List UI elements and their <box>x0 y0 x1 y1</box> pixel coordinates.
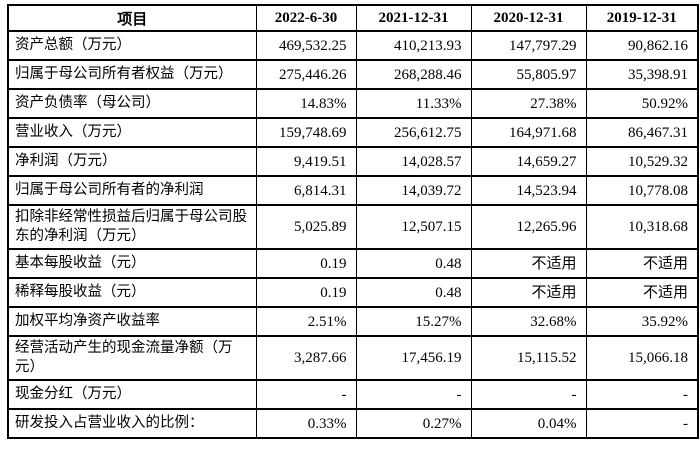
row-label: 归属于母公司所有者权益（万元） <box>7 59 257 90</box>
cell-value: 147,797.29 <box>470 30 587 61</box>
cell-value: 14.83% <box>255 88 357 119</box>
header-row: 项目 2022-6-30 2021-12-31 2020-12-31 2019-12-3… <box>7 4 699 32</box>
cell-value: 10,778.08 <box>585 175 699 206</box>
table-row: 资产负债率（母公司） 14.83% 11.33% 27.38% 50.92% <box>7 88 699 119</box>
row-label: 资产负债率（母公司） <box>7 88 257 119</box>
cell-value: 不适用 <box>585 277 699 308</box>
cell-value: 10,529.32 <box>585 146 699 177</box>
row-label: 现金分红（万元） <box>7 379 257 410</box>
table-row: 稀释每股收益（元） 0.19 0.48 不适用 不适用 <box>7 277 699 308</box>
header-period-column: 2022-6-30 <box>255 4 357 32</box>
table-row: 加权平均净资产收益率 2.51% 15.27% 32.68% 35.92% <box>7 306 699 337</box>
cell-value: 275,446.26 <box>255 59 357 90</box>
cell-value: 14,523.94 <box>470 175 587 206</box>
row-label: 营业收入（万元） <box>7 117 257 148</box>
cell-value: 10,318.68 <box>585 204 699 250</box>
cell-value: 不适用 <box>470 248 587 279</box>
row-label: 归属于母公司所有者的净利润 <box>7 175 257 206</box>
cell-value: 0.48 <box>355 277 472 308</box>
table-row: 基本每股收益（元） 0.19 0.48 不适用 不适用 <box>7 248 699 279</box>
row-label: 研发投入占营业收入的比例： <box>7 408 257 439</box>
cell-value: 3,287.66 <box>255 335 357 381</box>
cell-value: 0.33% <box>255 408 357 439</box>
row-label: 加权平均净资产收益率 <box>7 306 257 337</box>
table-row: 扣除非经常性损益后归属于母公司股东的净利润（万元） 5,025.89 12,507.… <box>7 204 699 250</box>
cell-value: - <box>255 379 357 410</box>
cell-value: 14,039.72 <box>355 175 472 206</box>
cell-value: - <box>355 379 472 410</box>
financial-summary-table: 项目 2022-6-30 2021-12-31 2020-12-31 2019-12-3… <box>7 4 699 439</box>
cell-value: 11.33% <box>355 88 472 119</box>
header-period-column: 2021-12-31 <box>355 4 472 32</box>
cell-value: 15,066.18 <box>585 335 699 381</box>
cell-value: 15.27% <box>355 306 472 337</box>
table-row: 归属于母公司所有者权益（万元） 275,446.26 268,288.46 55,80… <box>7 59 699 90</box>
cell-value: 256,612.75 <box>355 117 472 148</box>
table-row: 净利润（万元） 9,419.51 14,028.57 14,659.27 10,529.… <box>7 146 699 177</box>
table-row: 研发投入占营业收入的比例： 0.33% 0.27% 0.04% - <box>7 408 699 439</box>
row-label: 净利润（万元） <box>7 146 257 177</box>
table-row: 资产总额（万元） 469,532.25 410,213.93 147,797.29 90… <box>7 30 699 61</box>
cell-value: 0.19 <box>255 277 357 308</box>
table-row: 现金分红（万元） - - - - <box>7 379 699 410</box>
cell-value: 159,748.69 <box>255 117 357 148</box>
cell-value: 0.04% <box>470 408 587 439</box>
cell-value: 164,971.68 <box>470 117 587 148</box>
cell-value: 不适用 <box>585 248 699 279</box>
row-label: 经营活动产生的现金流量净额（万元） <box>7 335 257 381</box>
cell-value: 27.38% <box>470 88 587 119</box>
row-label: 稀释每股收益（元） <box>7 277 257 308</box>
cell-value: 0.48 <box>355 248 472 279</box>
cell-value: 12,507.15 <box>355 204 472 250</box>
cell-value: 不适用 <box>470 277 587 308</box>
row-label: 资产总额（万元） <box>7 30 257 61</box>
row-label: 基本每股收益（元） <box>7 248 257 279</box>
cell-value: - <box>470 379 587 410</box>
cell-value: - <box>585 408 699 439</box>
row-label: 扣除非经常性损益后归属于母公司股东的净利润（万元） <box>7 204 257 250</box>
cell-value: 9,419.51 <box>255 146 357 177</box>
cell-value: 14,659.27 <box>470 146 587 177</box>
cell-value: 55,805.97 <box>470 59 587 90</box>
cell-value: 86,467.31 <box>585 117 699 148</box>
table-row: 经营活动产生的现金流量净额（万元） 3,287.66 17,456.19 15,115… <box>7 335 699 381</box>
cell-value: 2.51% <box>255 306 357 337</box>
cell-value: 50.92% <box>585 88 699 119</box>
cell-value: 268,288.46 <box>355 59 472 90</box>
header-period-column: 2020-12-31 <box>470 4 587 32</box>
cell-value: 90,862.16 <box>585 30 699 61</box>
cell-value: 5,025.89 <box>255 204 357 250</box>
cell-value: 0.19 <box>255 248 357 279</box>
cell-value: 15,115.52 <box>470 335 587 381</box>
cell-value: 32.68% <box>470 306 587 337</box>
cell-value: - <box>585 379 699 410</box>
cell-value: 14,028.57 <box>355 146 472 177</box>
cell-value: 35.92% <box>585 306 699 337</box>
cell-value: 17,456.19 <box>355 335 472 381</box>
cell-value: 410,213.93 <box>355 30 472 61</box>
table-row: 营业收入（万元） 159,748.69 256,612.75 164,971.68 86… <box>7 117 699 148</box>
cell-value: 0.27% <box>355 408 472 439</box>
cell-value: 35,398.91 <box>585 59 699 90</box>
cell-value: 12,265.96 <box>470 204 587 250</box>
header-period-column: 2019-12-31 <box>585 4 699 32</box>
cell-value: 469,532.25 <box>255 30 357 61</box>
table-row: 归属于母公司所有者的净利润 6,814.31 14,039.72 14,523.94 1… <box>7 175 699 206</box>
header-item-column: 项目 <box>7 4 257 32</box>
table-body: 资产总额（万元） 469,532.25 410,213.93 147,797.29 90… <box>7 30 699 439</box>
cell-value: 6,814.31 <box>255 175 357 206</box>
